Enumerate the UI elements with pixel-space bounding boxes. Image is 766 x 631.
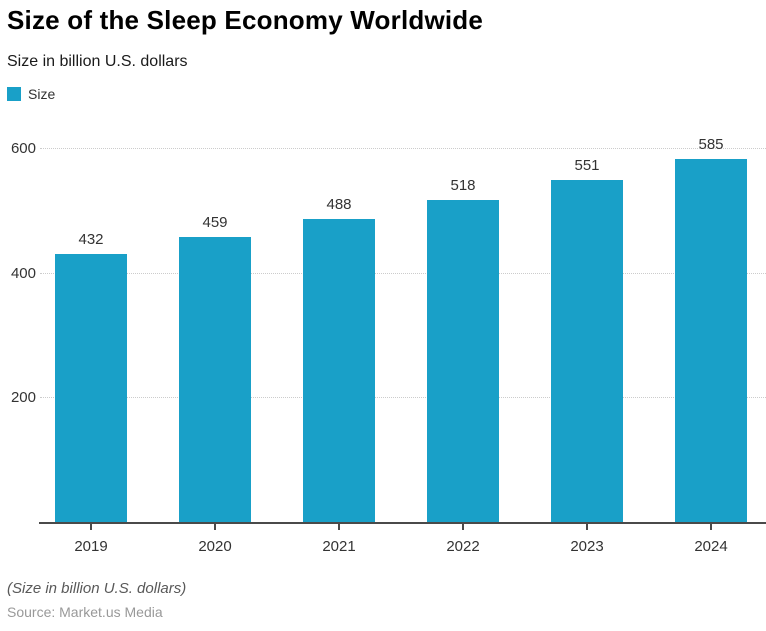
x-axis-label: 2024 [694,538,728,555]
bar-value-label: 488 [326,196,352,213]
x-axis-tick [214,524,216,530]
y-axis-tick-label: 200 [10,389,36,407]
plot-area: 432 2019 459 2020 488 2021 518 2022 551 2023 585 20… [0,130,766,555]
legend[interactable]: Size [7,86,55,102]
bar-value-label: 551 [574,157,600,174]
bar-value-label: 585 [698,136,724,153]
chart-subtitle: Size in billion U.S. dollars [7,53,188,70]
x-axis-label: 2020 [198,538,232,555]
bar-value-label: 459 [202,214,228,231]
legend-swatch-icon [7,87,21,101]
y-axis-tick-label: 600 [10,140,36,158]
x-axis-tick [586,524,588,530]
x-axis-label: 2022 [446,538,480,555]
gridline-600: 600 [11,140,766,157]
y-axis-tick-label: 400 [10,264,36,282]
x-axis-tick [338,524,340,530]
source-credit: Source: Market.us Media [7,604,163,620]
bar-group-2024: 585 2024 [649,130,766,555]
bar-2024[interactable] [675,159,747,523]
bar-2022[interactable] [427,200,499,523]
x-axis-tick [90,524,92,530]
bar-group-2019: 432 2019 [29,130,153,555]
chart-footnote: (Size in billion U.S. dollars) [7,580,187,597]
x-axis-line [39,522,766,524]
bar-2021[interactable] [303,219,375,523]
x-axis-tick [710,524,712,530]
bar-value-label: 432 [78,231,104,248]
chart-title: Size of the Sleep Economy Worldwide [7,5,484,35]
gridline-200: 200 [11,389,766,406]
x-axis-label: 2021 [322,538,356,555]
x-axis-label: 2019 [74,538,108,555]
bar-group-2023: 551 2023 [525,130,649,555]
x-axis-tick [462,524,464,530]
x-axis-label: 2023 [570,538,604,555]
bar-group-2022: 518 2022 [401,130,525,555]
legend-label: Size [28,86,56,102]
bar-group-2020: 459 2020 [153,130,277,555]
bar-2019[interactable] [55,254,127,523]
bar-group-2021: 488 2021 [277,130,401,555]
bar-value-label: 518 [450,177,476,194]
gridline-400: 400 [11,265,766,282]
bar-2020[interactable] [179,237,251,523]
bars-row: 432 2019 459 2020 488 2021 518 2022 551 2023 585 20… [29,130,766,555]
bar-2023[interactable] [551,180,623,523]
